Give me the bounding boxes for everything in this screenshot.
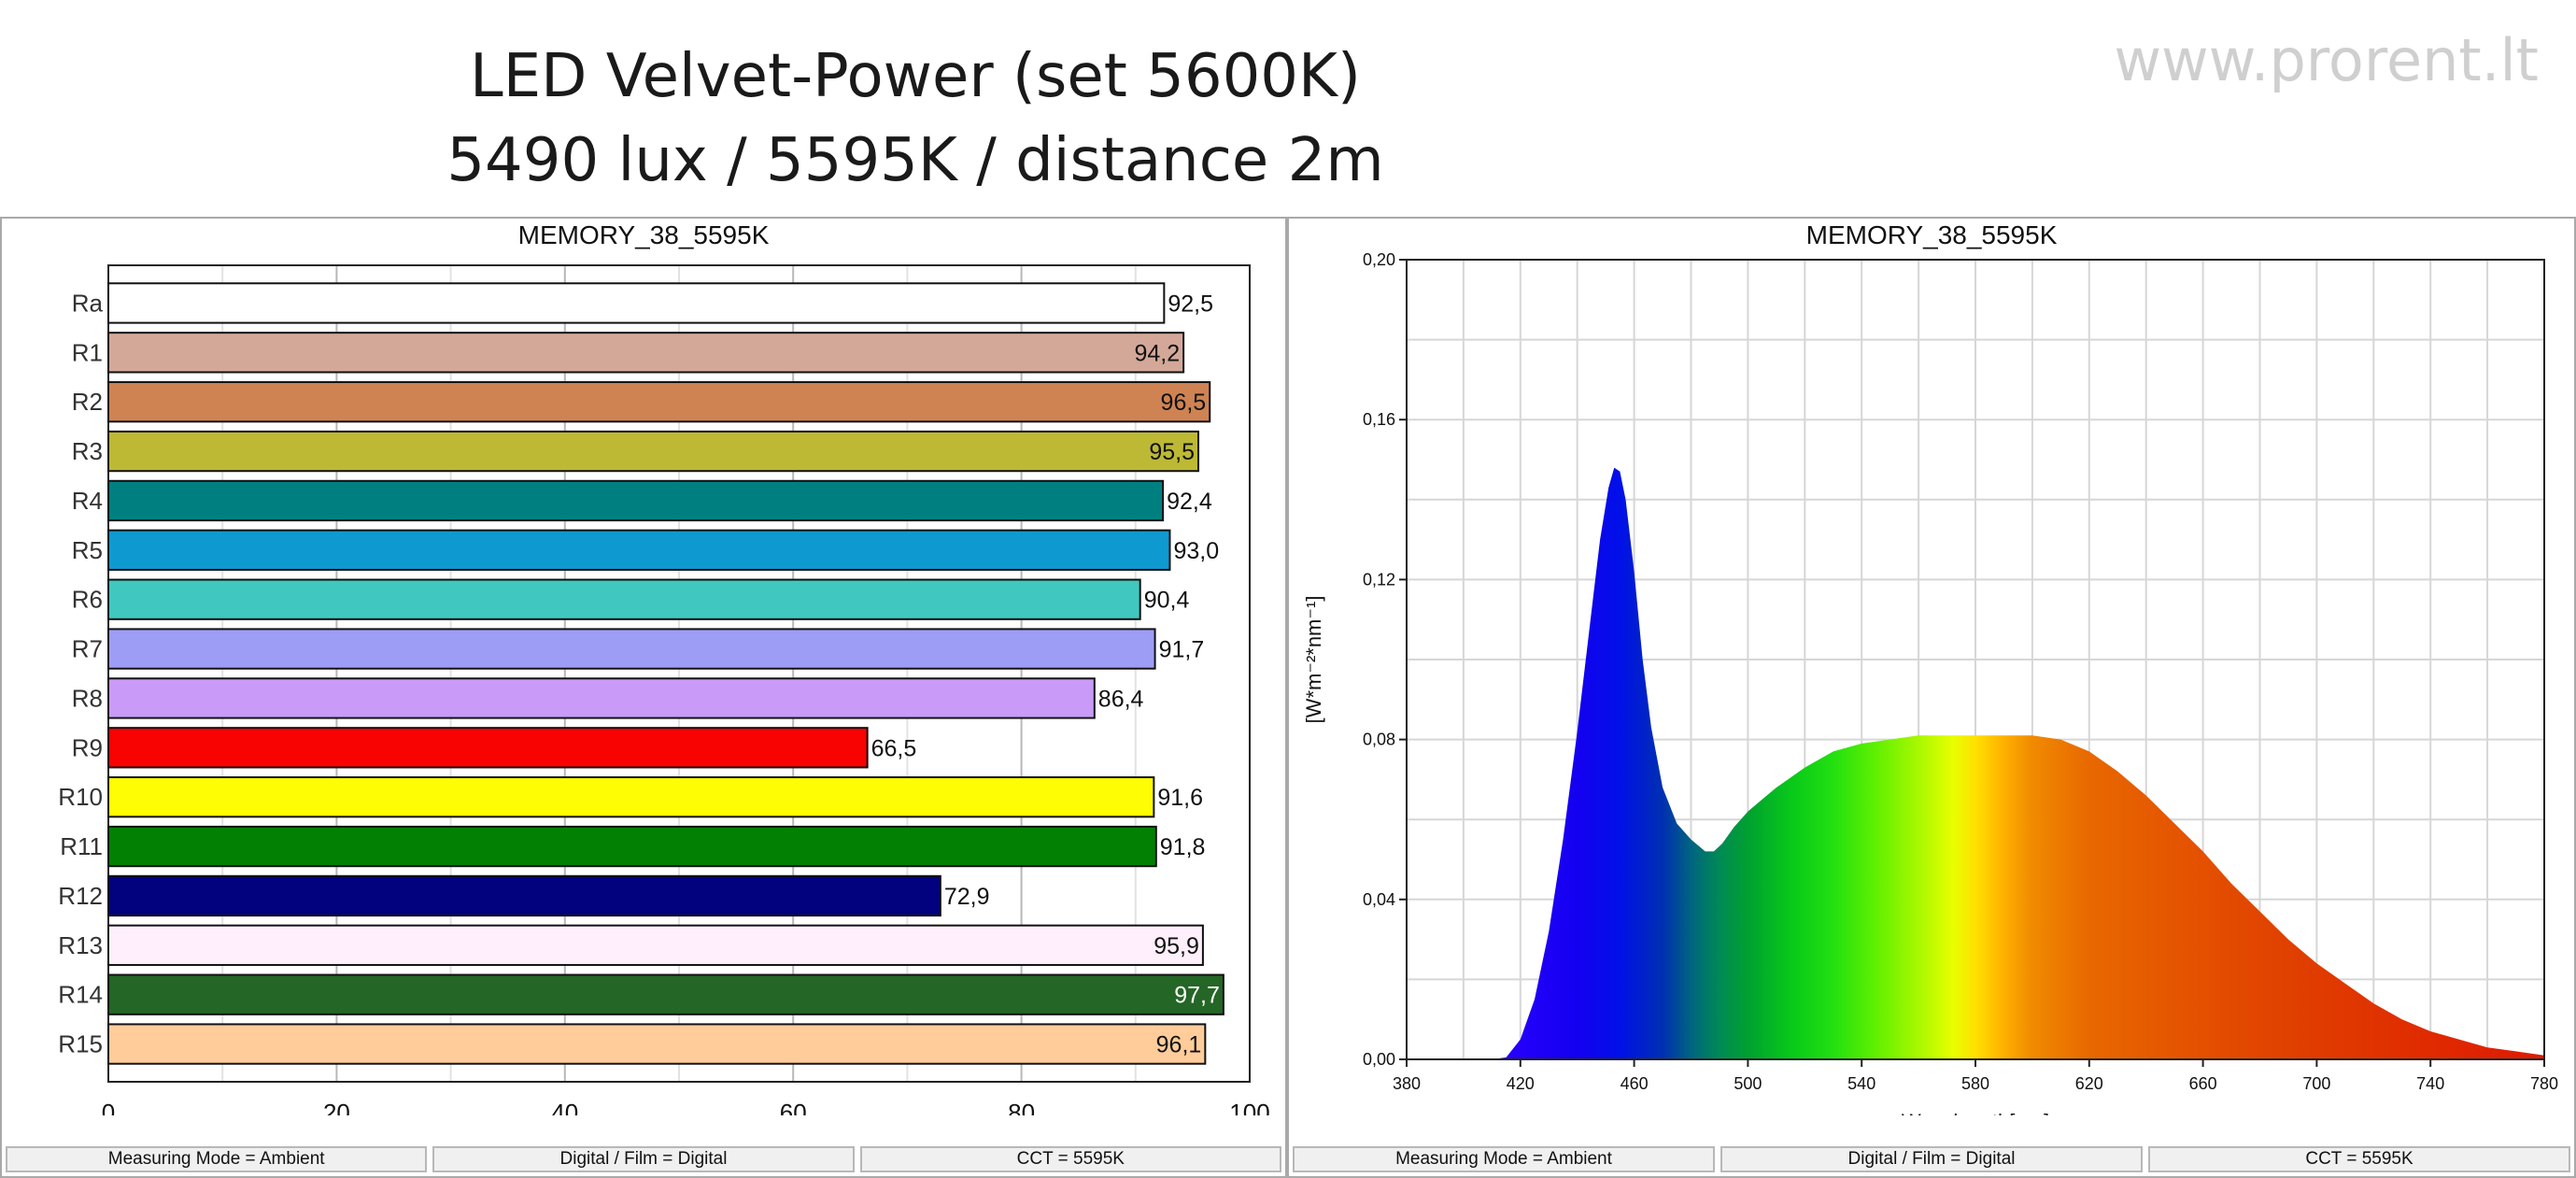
category-label: R11 <box>60 832 103 860</box>
value-label: 86,4 <box>1098 686 1144 712</box>
category-label: R13 <box>58 931 103 959</box>
bar <box>107 529 1171 571</box>
cri-chart-panel: MEMORY_38_5595K 0 20 40 60 80 100 Ra 92,5 R1 94,2… <box>0 217 1287 1178</box>
value-label: 91,8 <box>1160 834 1206 860</box>
status-digital-film: Digital / Film = Digital <box>1720 1146 2143 1172</box>
bar <box>107 332 1185 374</box>
x-tick-label: 100 <box>1229 1099 1269 1115</box>
x-tick-label: 60 <box>780 1099 807 1115</box>
x-axis-label: Wavelength[nm] <box>1902 1110 2049 1115</box>
value-label: 94,2 <box>1134 340 1180 366</box>
bar <box>107 677 1096 719</box>
x-tick-label: 620 <box>2075 1074 2103 1093</box>
y-tick-label: 0,20 <box>1363 250 1395 269</box>
y-tick-label: 0,12 <box>1363 570 1395 589</box>
spectrum-area-chart: 380 420 460 500 540 580 620 660 700 740 780 0,00 0,0… <box>1302 250 2558 1115</box>
page-title-line-2: 5490 lux / 5595K / distance 2m <box>446 126 1384 195</box>
page-title-line-1: LED Velvet-Power (set 5600K) <box>470 42 1361 111</box>
value-label: 90,4 <box>1144 588 1190 614</box>
bar <box>107 924 1204 966</box>
spectrum-status-bar: Measuring Mode = Ambient Digital / Film … <box>1293 1146 2570 1172</box>
value-label: 95,5 <box>1149 439 1195 465</box>
category-label: R5 <box>72 536 103 564</box>
value-label: 95,9 <box>1154 933 1199 959</box>
status-digital-film: Digital / Film = Digital <box>432 1146 855 1172</box>
category-label: R4 <box>72 487 103 515</box>
x-tick-label: 80 <box>1008 1099 1035 1115</box>
category-label: R9 <box>72 733 103 761</box>
cri-status-bar: Measuring Mode = Ambient Digital / Film … <box>6 1146 1281 1172</box>
cri-chart-title: MEMORY_38_5595K <box>517 220 770 249</box>
y-tick-label: 0,08 <box>1363 731 1395 749</box>
value-label: 92,5 <box>1168 291 1213 317</box>
value-label: 91,7 <box>1159 637 1205 663</box>
spectrum-chart-panel: MEMORY_38_5595K 380 420 460 500 540 580 620 660… <box>1287 217 2576 1178</box>
category-label: R6 <box>72 586 103 614</box>
bar <box>107 430 1200 473</box>
plot-frame <box>107 264 1251 1083</box>
x-tick-label: 540 <box>1847 1074 1875 1093</box>
spectrum-chart-title: MEMORY_38_5595K <box>1805 220 2058 249</box>
bar <box>107 578 1141 620</box>
x-tick-label: 420 <box>1507 1074 1535 1093</box>
category-label: R1 <box>72 338 103 366</box>
value-label: 93,0 <box>1173 538 1219 564</box>
category-label: R12 <box>58 882 103 910</box>
category-label: R7 <box>72 635 103 663</box>
category-label: R2 <box>72 388 103 416</box>
value-label: 72,9 <box>944 884 990 910</box>
y-tick-label: 0,00 <box>1363 1050 1395 1069</box>
status-cct: CCT = 5595K <box>859 1146 1281 1172</box>
value-label: 96,1 <box>1156 1032 1202 1058</box>
spectrum-area <box>1407 467 2544 1060</box>
x-tick-label: 740 <box>2416 1074 2444 1093</box>
category-label: R8 <box>72 684 103 712</box>
bar <box>107 1023 1207 1065</box>
x-tick-label: 580 <box>1961 1074 1989 1093</box>
x-tick-label: 780 <box>2530 1074 2558 1093</box>
category-label: Ra <box>72 289 104 317</box>
category-label: R15 <box>58 1030 103 1058</box>
bar <box>107 282 1166 324</box>
bar <box>107 973 1224 1015</box>
bar <box>107 628 1156 670</box>
x-tick-label: 500 <box>1734 1074 1762 1093</box>
x-tick-label: 660 <box>2189 1074 2217 1093</box>
bar <box>107 381 1211 423</box>
bar <box>107 727 869 769</box>
x-tick-label: 40 <box>551 1099 578 1115</box>
y-tick-label: 0,04 <box>1363 890 1395 909</box>
status-measuring-mode: Measuring Mode = Ambient <box>1293 1146 1715 1172</box>
watermark: www.prorent.lt <box>2114 26 2539 94</box>
x-tick-label: 700 <box>2302 1074 2330 1093</box>
x-tick-label: 460 <box>1621 1074 1649 1093</box>
y-axis-label: [W*m⁻²*nm⁻¹] <box>1302 596 1325 724</box>
cri-bar-chart: 0 20 40 60 80 100 Ra 92,5 R1 94,2 R2 96,5 R3 95,5 R4 92… <box>58 264 1270 1115</box>
y-tick-label: 0,16 <box>1363 410 1395 429</box>
value-label: 66,5 <box>871 735 917 761</box>
category-label: R10 <box>58 783 103 811</box>
value-label: 97,7 <box>1174 983 1220 1009</box>
bar <box>107 825 1157 868</box>
bar <box>107 874 941 917</box>
status-cct: CCT = 5595K <box>2148 1146 2570 1172</box>
x-tick-label: 0 <box>102 1099 115 1115</box>
x-tick-label: 380 <box>1393 1074 1421 1093</box>
bar <box>107 479 1165 522</box>
value-label: 92,4 <box>1167 489 1212 515</box>
x-tick-label: 20 <box>323 1099 350 1115</box>
status-measuring-mode: Measuring Mode = Ambient <box>6 1146 428 1172</box>
value-label: 96,5 <box>1161 390 1207 416</box>
value-label: 91,6 <box>1157 785 1203 811</box>
category-label: R3 <box>72 437 103 465</box>
category-label: R14 <box>58 981 103 1009</box>
bar <box>107 776 1155 818</box>
